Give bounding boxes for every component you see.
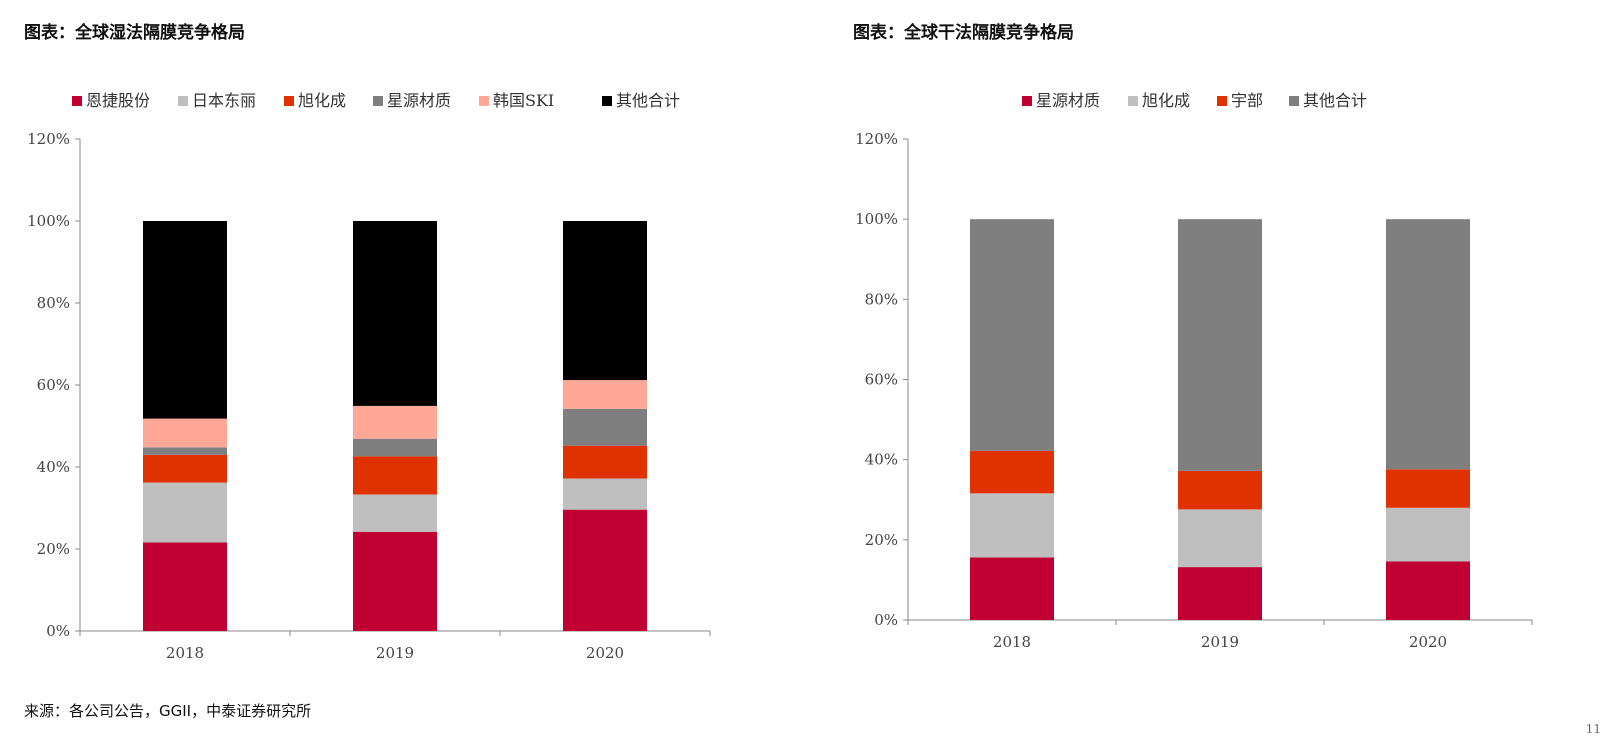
x-tick-label: 2020 <box>586 644 624 662</box>
y-tick-label: 120% <box>27 130 70 148</box>
x-tick-label: 2018 <box>166 644 204 662</box>
page-number: 11 <box>1585 722 1601 736</box>
bar-segment <box>970 219 1054 451</box>
legend-label: 其他合计 <box>1303 91 1367 110</box>
x-tick-label: 2020 <box>1409 633 1447 651</box>
legend-swatch <box>72 96 82 106</box>
legend-label: 日本东丽 <box>192 91 256 110</box>
legend-label: 其他合计 <box>616 91 680 110</box>
y-tick-label: 60% <box>865 371 898 389</box>
bar-segment <box>970 493 1054 558</box>
wet-separator-chart: 恩捷股份 日本东丽 旭化成 星源材质 韩国SKI 其他合计 0% 20% 40% 60% 80% 10… <box>27 91 711 662</box>
legend-swatch <box>602 96 612 106</box>
y-tick-label: 80% <box>37 294 70 312</box>
bar-segment <box>563 380 647 409</box>
bar-segment <box>1178 470 1262 510</box>
legend-label: 韩国SKI <box>493 91 554 110</box>
bar-segment <box>353 221 437 406</box>
y-tick-label: 20% <box>865 531 898 549</box>
bar-segment <box>1386 507 1470 562</box>
bar-segment <box>353 405 437 439</box>
bar-segment <box>563 408 647 446</box>
y-tick-label: 120% <box>855 130 898 148</box>
legend-label: 旭化成 <box>1142 91 1190 110</box>
chart-title-wet: 图表：全球湿法隔膜竞争格局 <box>24 23 245 43</box>
bar-segment <box>1386 469 1470 508</box>
bar-segment <box>143 418 227 448</box>
y-tick-label: 0% <box>874 611 898 629</box>
bar-segment <box>563 478 647 510</box>
legend-label: 宇部 <box>1231 91 1263 110</box>
legend-swatch <box>479 96 489 106</box>
legend-label: 恩捷股份 <box>86 91 150 110</box>
bar-segment <box>563 221 647 381</box>
bar-segment <box>563 445 647 479</box>
bar-segment <box>353 456 437 495</box>
bar-segment <box>1178 219 1262 471</box>
bar-segment <box>1178 509 1262 568</box>
bar-segment <box>970 557 1054 620</box>
x-tick-label: 2019 <box>376 644 414 662</box>
legend-swatch <box>373 96 383 106</box>
legend-swatch <box>1289 96 1299 106</box>
dry-separator-chart: 星源材质 旭化成 宇部 其他合计 0% 20% 40% 60% 80% 100% 120% 2018 2… <box>855 91 1533 651</box>
bar-segment <box>143 221 227 419</box>
bar-segment <box>353 494 437 532</box>
legend-swatch <box>178 96 188 106</box>
x-tick-label: 2019 <box>1201 633 1239 651</box>
legend-label: 星源材质 <box>387 91 451 110</box>
bar-segment <box>563 509 647 631</box>
bar-segment <box>1386 219 1470 470</box>
bar-segment <box>143 542 227 631</box>
y-tick-label: 100% <box>855 210 898 228</box>
bar-segment <box>353 531 437 631</box>
bar-segment <box>1178 567 1262 620</box>
bar-segment <box>970 450 1054 494</box>
y-tick-label: 60% <box>37 376 70 394</box>
bar-segment <box>1386 561 1470 620</box>
legend-label: 旭化成 <box>298 91 346 110</box>
bar-segment <box>143 482 227 543</box>
y-tick-label: 0% <box>46 622 70 640</box>
y-tick-label: 40% <box>37 458 70 476</box>
legend-swatch <box>284 96 294 106</box>
bar-segment <box>143 454 227 483</box>
bar-segment <box>353 438 437 457</box>
legend-swatch <box>1128 96 1138 106</box>
source-note: 来源：各公司公告，GGII，中泰证券研究所 <box>24 702 312 720</box>
y-tick-label: 20% <box>37 540 70 558</box>
chart-title-dry: 图表：全球干法隔膜竞争格局 <box>853 23 1074 43</box>
y-tick-label: 40% <box>865 451 898 469</box>
legend-swatch <box>1022 96 1032 106</box>
y-tick-label: 100% <box>27 212 70 230</box>
bar-segment <box>143 447 227 455</box>
x-tick-label: 2018 <box>993 633 1031 651</box>
legend-swatch <box>1217 96 1227 106</box>
y-tick-label: 80% <box>865 290 898 308</box>
legend-label: 星源材质 <box>1036 91 1100 110</box>
